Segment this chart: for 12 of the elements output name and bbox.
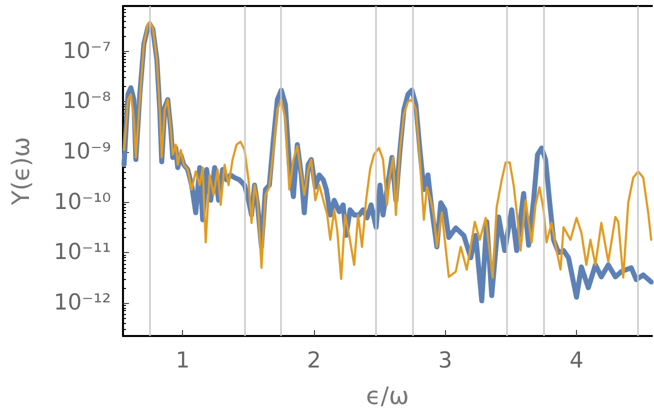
x-tick-label: 3 bbox=[438, 348, 452, 374]
y-tick-label: 10⁻¹¹ bbox=[54, 240, 111, 266]
x-tick-label: 4 bbox=[570, 348, 584, 374]
y-tick-label: 10⁻⁸ bbox=[62, 89, 112, 114]
y-tick-label: 10⁻¹² bbox=[54, 290, 111, 316]
x-tick-label: 1 bbox=[176, 348, 190, 374]
y-axis-title: Y(ϵ)ω bbox=[7, 136, 35, 206]
y-tick-label: 10⁻⁷ bbox=[62, 38, 111, 64]
y-tick-label: 10⁻⁹ bbox=[62, 140, 111, 165]
x-axis-title: ϵ/ω bbox=[366, 382, 409, 410]
x-tick-label: 2 bbox=[306, 348, 321, 374]
y-tick-label: 10⁻¹⁰ bbox=[54, 190, 112, 215]
